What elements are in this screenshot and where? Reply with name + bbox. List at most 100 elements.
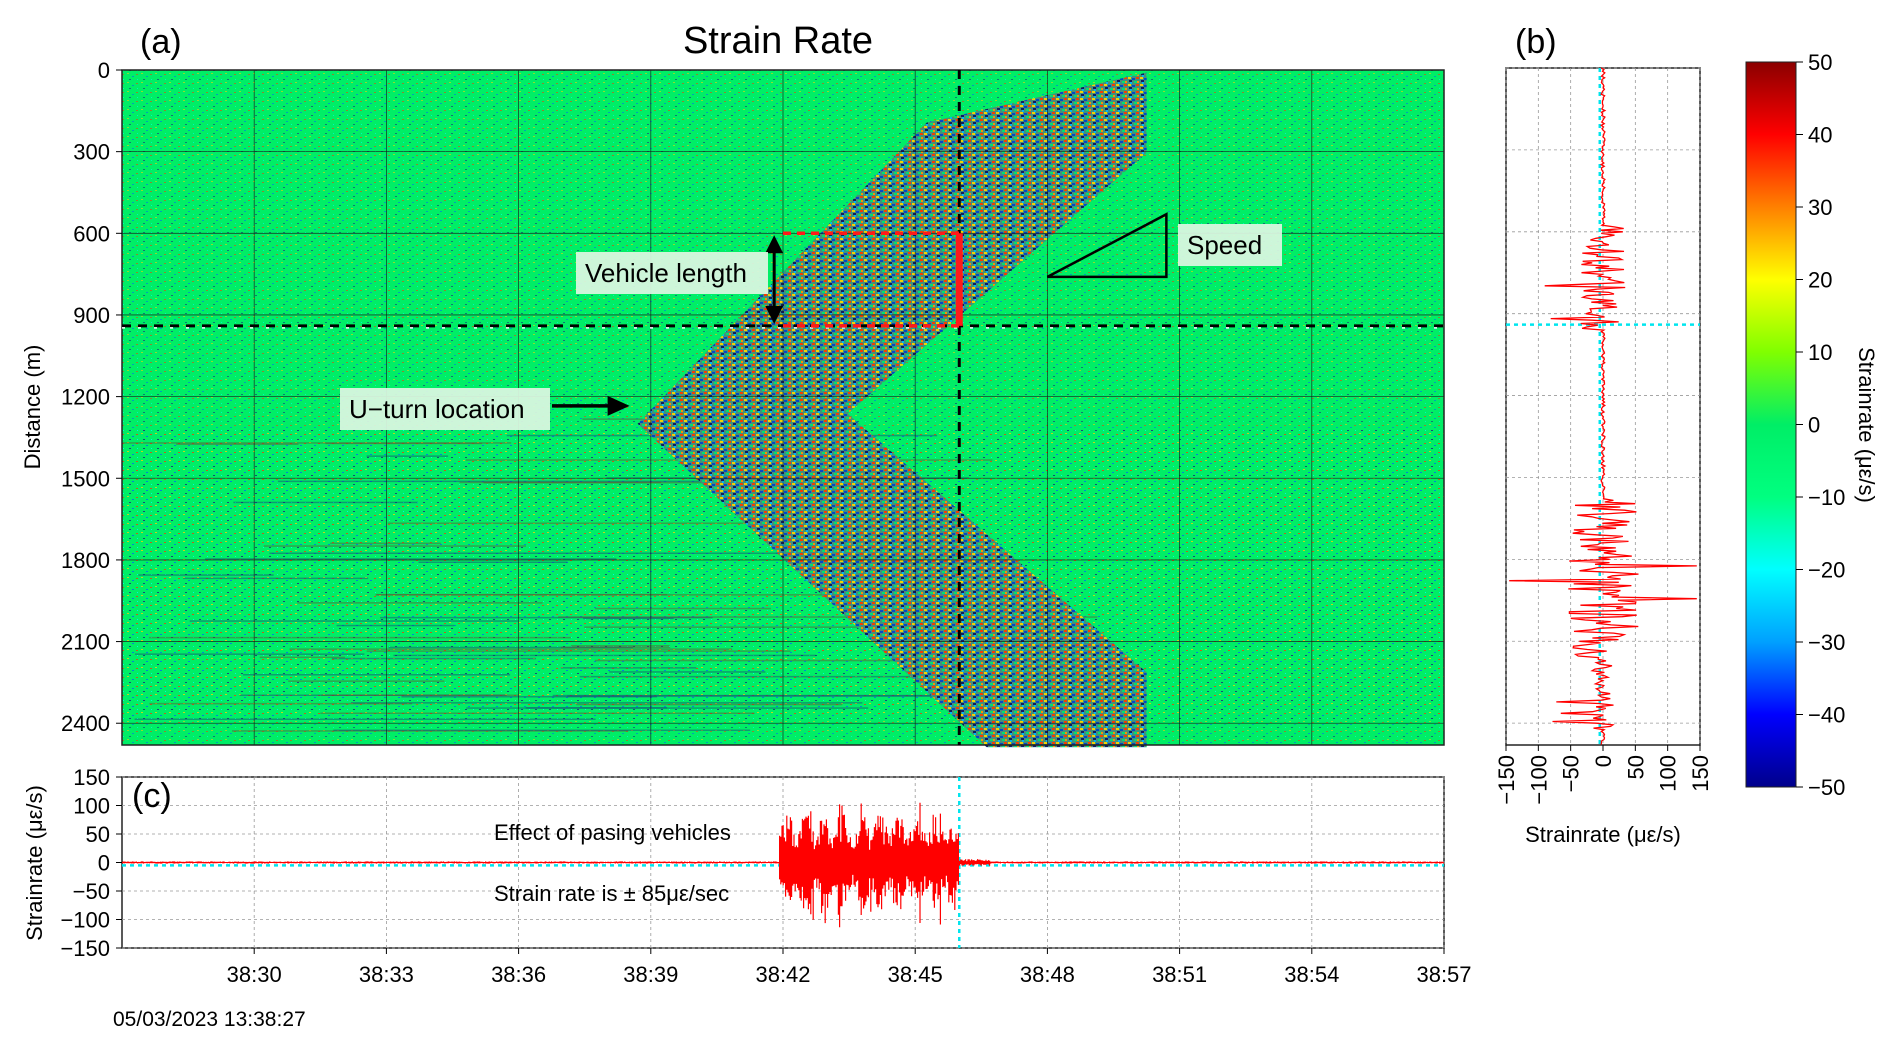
u-turn-label: U−turn location xyxy=(349,394,525,424)
streak xyxy=(393,654,816,657)
streak xyxy=(176,443,299,445)
streak xyxy=(122,442,512,444)
streak xyxy=(558,616,1098,618)
streak xyxy=(584,626,922,628)
streak xyxy=(148,636,571,639)
arrow-head-up xyxy=(765,235,784,254)
streak xyxy=(321,694,519,696)
u-turn-label-box xyxy=(340,388,550,430)
speed-triangle xyxy=(1046,212,1168,279)
streak xyxy=(333,729,751,731)
streak xyxy=(571,645,670,647)
streak xyxy=(594,607,771,610)
streak xyxy=(269,552,818,554)
colorbar-tick-label: 10 xyxy=(1808,340,1832,365)
streak xyxy=(560,646,671,649)
streak xyxy=(205,558,617,560)
y-tick-label: 1200 xyxy=(61,385,110,410)
profile-x-tick-label: 100 xyxy=(1656,755,1681,792)
heatmap-frame xyxy=(121,69,1445,746)
streak xyxy=(336,624,455,627)
colorbar-tick-label: −30 xyxy=(1808,630,1845,655)
streak xyxy=(560,667,697,669)
streak xyxy=(289,648,733,650)
profile-x-tick-label: −100 xyxy=(1526,755,1551,805)
horizontal-streaks xyxy=(122,418,1130,732)
streak xyxy=(466,707,869,709)
profile-x-tick-label: −50 xyxy=(1559,755,1584,792)
heatmap-title: Strain Rate xyxy=(683,20,873,62)
u-turn-arrow-head xyxy=(607,395,630,416)
arrow-head-down xyxy=(765,305,784,324)
timeseries-x-tick-label: 38:42 xyxy=(755,962,810,987)
colorbar-tick-label: −20 xyxy=(1808,558,1845,583)
streak xyxy=(552,694,1130,697)
timeseries-y-tick-label: −150 xyxy=(60,936,110,961)
timeseries-x-tick-label: 38:39 xyxy=(623,962,678,987)
colorbar-label: Strainrate (με/s) xyxy=(1854,347,1879,503)
streak xyxy=(135,653,365,655)
heatmap-y-ticks: 0 300 600 900 1200 1500 1800 2100 2400 xyxy=(61,58,122,736)
streak xyxy=(366,650,791,652)
streak xyxy=(232,730,629,732)
timeseries-y-tick-label: 150 xyxy=(73,765,110,790)
timeseries-x-tick-label: 38:54 xyxy=(1284,962,1339,987)
panel-a-label: (a) xyxy=(140,23,182,61)
colorbar-tick-label: −40 xyxy=(1808,703,1845,728)
profile-series-line xyxy=(1509,67,1697,745)
streak xyxy=(233,501,418,504)
streak xyxy=(134,718,596,720)
streak xyxy=(138,574,274,576)
timeseries-x-tick-label: 38:36 xyxy=(491,962,546,987)
streak xyxy=(288,680,445,682)
y-tick-label: 1800 xyxy=(61,548,110,573)
timeseries-y-tick-label: 0 xyxy=(98,851,110,876)
profile-x-tick-label: −150 xyxy=(1494,755,1519,805)
y-tick-label: 600 xyxy=(73,221,110,246)
streak xyxy=(576,703,843,706)
heatmap-panel: 0 300 600 900 1200 1500 1800 2100 2400 Vehicle l… xyxy=(20,20,1445,748)
colorbar-tick-label: −10 xyxy=(1808,485,1845,510)
streak xyxy=(418,561,568,563)
vehicle-length-label-box xyxy=(576,252,768,294)
profile-panel: −150 −100 −50 0 50 100 150 (b) Strainrate (με/… xyxy=(1494,23,1713,847)
colorbar-tick-label: −50 xyxy=(1808,775,1845,800)
timeseries-y-tick-label: 100 xyxy=(73,794,110,819)
streak xyxy=(243,674,511,676)
streak xyxy=(239,694,507,696)
y-tick-label: 0 xyxy=(98,58,110,83)
profile-x-ticks: −150 −100 −50 0 50 100 150 xyxy=(1494,745,1713,805)
profile-x-tick-label: 0 xyxy=(1591,755,1616,767)
streak xyxy=(331,657,536,660)
y-tick-label: 900 xyxy=(73,303,110,328)
streak xyxy=(149,702,413,705)
y-tick-label: 300 xyxy=(73,140,110,165)
colorbar-tick-label: 30 xyxy=(1808,195,1832,220)
annotation-passing-vehicles: Effect of pasing vehicles xyxy=(494,820,731,845)
colorbar-tick-label: 40 xyxy=(1808,123,1832,148)
heatmap-y-axis-label: Distance (m) xyxy=(20,345,45,470)
timeseries-x-tick-label: 38:48 xyxy=(1020,962,1075,987)
timeseries-x-tick-label: 38:51 xyxy=(1152,962,1207,987)
timeseries-y-ticks: 150 100 50 0 −50 −100 −150 xyxy=(60,765,122,961)
timeseries-x-tick-label: 38:45 xyxy=(888,962,943,987)
colorbar-tick-label: 0 xyxy=(1808,413,1820,438)
profile-x-axis-label: Strainrate (με/s) xyxy=(1525,822,1681,847)
streak xyxy=(320,712,755,714)
streak xyxy=(325,442,483,445)
y-tick-label: 1500 xyxy=(61,466,110,491)
streak xyxy=(380,616,713,619)
timeseries-x-tick-label: 38:30 xyxy=(227,962,282,987)
streak xyxy=(401,696,658,698)
timeseries-y-tick-label: 50 xyxy=(86,822,110,847)
vehicle-track-band xyxy=(637,72,1147,748)
streak xyxy=(594,659,916,662)
streak xyxy=(387,522,775,524)
streak xyxy=(375,594,834,596)
panel-b-label: (b) xyxy=(1515,23,1557,61)
streak xyxy=(366,455,449,457)
speed-label-box xyxy=(1178,224,1282,266)
streak xyxy=(330,542,441,545)
streak xyxy=(263,545,526,547)
